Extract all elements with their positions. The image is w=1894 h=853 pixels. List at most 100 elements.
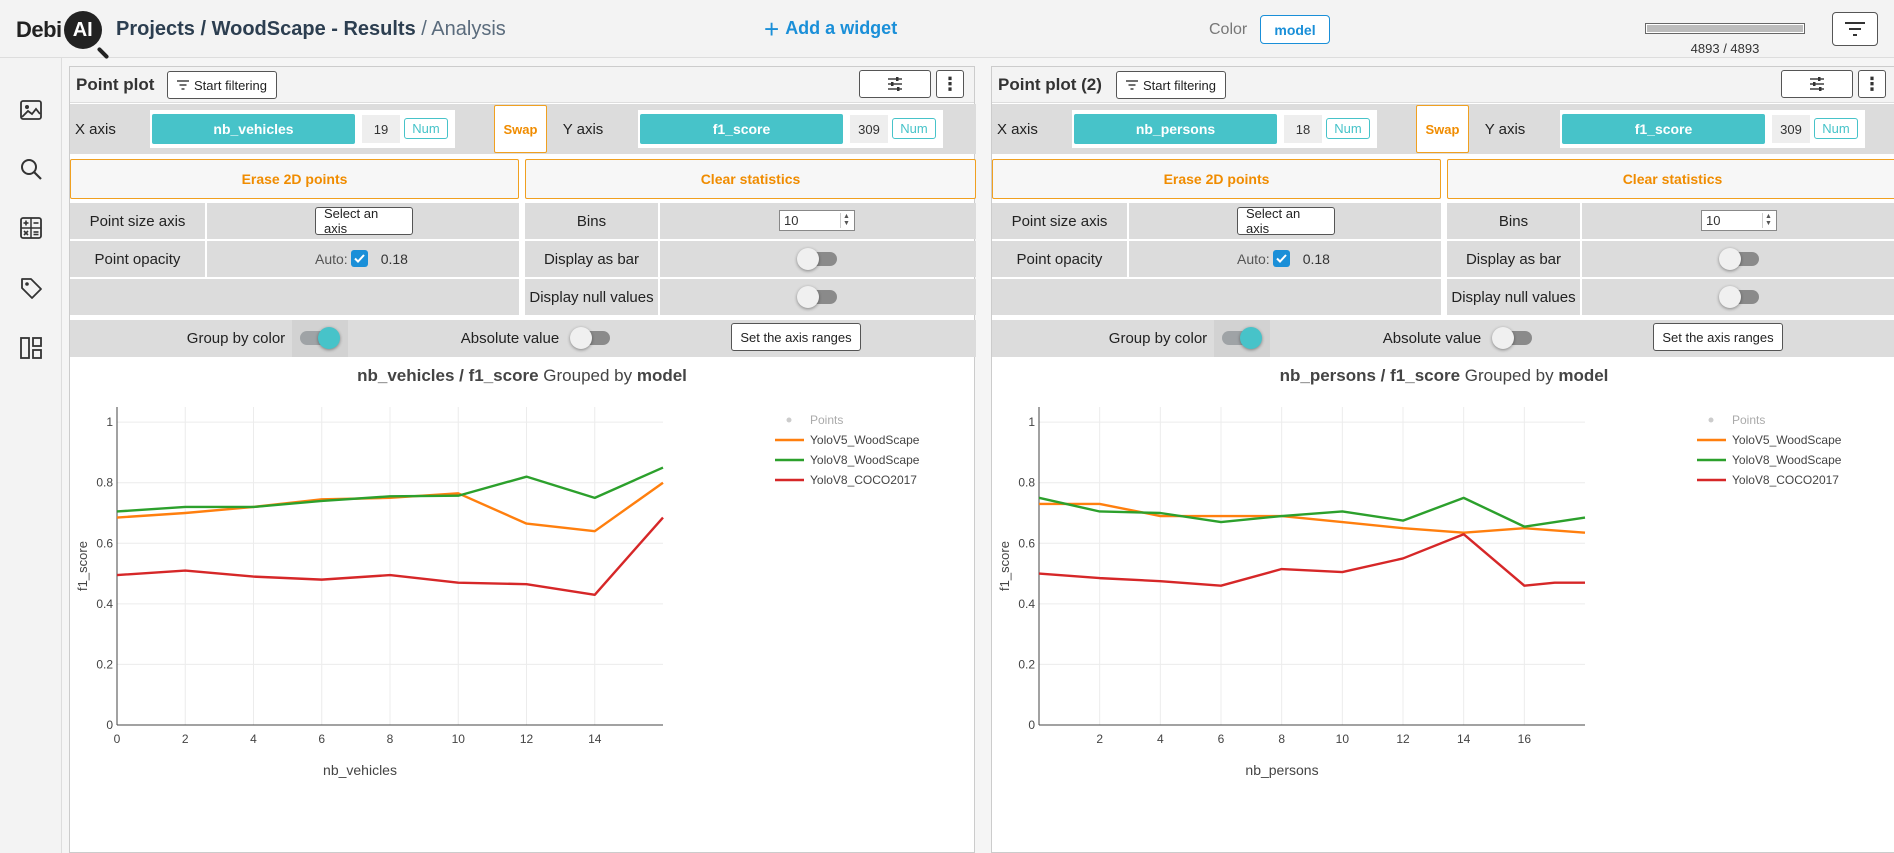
- start-filtering-button[interactable]: Start filtering: [167, 71, 277, 99]
- widget-settings-button[interactable]: [859, 70, 931, 98]
- bins-input[interactable]: 10 ▲ ▼: [1701, 210, 1777, 231]
- series-line-YoloV5_WoodScape[interactable]: [116, 481, 664, 533]
- spinner-icon[interactable]: ▲ ▼: [840, 213, 852, 228]
- select-axis-button[interactable]: Select an axis: [315, 206, 413, 236]
- y-tick-label: 0.2: [1018, 657, 1035, 671]
- group-by-color-toggle[interactable]: [300, 327, 340, 349]
- series-line-YoloV8_COCO2017[interactable]: [1038, 532, 1585, 587]
- chart-title-group: model: [1558, 366, 1609, 385]
- swap-axes-button[interactable]: Swap: [1416, 105, 1469, 153]
- legend-entry[interactable]: YoloV5_WoodScape: [810, 433, 920, 447]
- absolute-value-toggle[interactable]: [1492, 327, 1532, 349]
- y-axis-type-tag[interactable]: Num: [1814, 118, 1858, 139]
- legend-entry[interactable]: YoloV8_WoodScape: [1732, 453, 1842, 467]
- chart-title-x: nb_persons: [1279, 366, 1376, 385]
- x-axis-type-tag[interactable]: Num: [1326, 118, 1370, 139]
- series-line-YoloV8_WoodScape[interactable]: [1038, 496, 1586, 528]
- add-widget-button[interactable]: + Add a widget: [764, 16, 897, 42]
- erase-2d-points-button[interactable]: Erase 2D points: [992, 159, 1441, 199]
- widget-settings-button[interactable]: [1781, 70, 1853, 98]
- legend-points-marker: [786, 417, 792, 423]
- point-opacity-label: Point opacity: [992, 241, 1127, 277]
- empty-setting-cell: [70, 279, 519, 315]
- widget-title: Point plot (2): [998, 75, 1102, 94]
- series-line-YoloV8_COCO2017[interactable]: [116, 516, 664, 596]
- auto-opacity-checkbox[interactable]: [1272, 250, 1290, 267]
- group-by-color-toggle[interactable]: [1222, 327, 1262, 349]
- logo[interactable]: Debi AI: [16, 10, 102, 50]
- bins-label: Bins: [1447, 203, 1580, 239]
- spinner-icon[interactable]: ▲ ▼: [1762, 213, 1774, 228]
- legend-points-label[interactable]: Points: [810, 413, 843, 427]
- widget-menu-button[interactable]: ⋮: [1858, 70, 1886, 98]
- display-null-values-toggle[interactable]: [797, 286, 837, 308]
- x-axis-type-tag[interactable]: Num: [404, 118, 448, 139]
- widget-header[interactable]: Point plot (2) Start filtering ⋮: [992, 67, 1894, 103]
- x-tick-label: 2: [182, 732, 189, 746]
- chart-title-x: nb_vehicles: [357, 366, 455, 385]
- clear-statistics-button[interactable]: Clear statistics: [1447, 159, 1894, 199]
- display-null-values-toggle[interactable]: [1719, 286, 1759, 308]
- sliders-icon: [1810, 77, 1824, 91]
- filter-panel-button[interactable]: [1832, 12, 1878, 46]
- legend-points-marker: [1708, 417, 1714, 423]
- color-selector[interactable]: model: [1260, 15, 1330, 44]
- layout-icon[interactable]: [19, 336, 43, 360]
- set-axis-ranges-button[interactable]: Set the axis ranges: [1653, 323, 1783, 351]
- toggle-knob: [1719, 248, 1741, 270]
- more-vertical-icon: ⋮: [1863, 73, 1881, 94]
- bins-value: 10: [1706, 213, 1721, 228]
- x-tick-label: 14: [588, 732, 602, 746]
- calculator-icon[interactable]: [19, 216, 43, 240]
- check-icon: [1275, 254, 1287, 263]
- image-icon[interactable]: [19, 98, 43, 122]
- logo-text: Debi: [16, 17, 62, 42]
- absolute-value-toggle[interactable]: [570, 327, 610, 349]
- legend-entry[interactable]: YoloV8_COCO2017: [810, 473, 917, 487]
- chart-title-group: model: [636, 366, 687, 385]
- search-icon[interactable]: [19, 157, 43, 181]
- legend-entry[interactable]: YoloV5_WoodScape: [1732, 433, 1842, 447]
- widget-header[interactable]: Point plot Start filtering ⋮: [70, 67, 974, 103]
- clear-statistics-button[interactable]: Clear statistics: [525, 159, 976, 199]
- erase-2d-points-button[interactable]: Erase 2D points: [70, 159, 519, 199]
- line-chart[interactable]: 0 2 4 6 8 10 12 14 0 0.2 0.4 0.6 0.8 1 nb_vehicles f1_s…: [70, 392, 974, 852]
- widget-menu-button[interactable]: ⋮: [936, 70, 964, 98]
- display-as-bar-toggle[interactable]: [797, 248, 837, 270]
- line-chart[interactable]: 2 4 6 8 10 12 14 16 0 0.2 0.4 0.6 0.8 1 nb_persons f1_s…: [992, 392, 1894, 852]
- x-tick-label: 4: [250, 732, 257, 746]
- breadcrumb-separator: /: [415, 18, 432, 40]
- y-axis-column[interactable]: f1_score: [1562, 114, 1765, 144]
- series-line-YoloV8_WoodScape[interactable]: [116, 466, 664, 513]
- legend-entry[interactable]: YoloV8_COCO2017: [1732, 473, 1839, 487]
- series-line-YoloV5_WoodScape[interactable]: [1039, 502, 1586, 534]
- color-label: Color: [1209, 21, 1248, 38]
- breadcrumb-project[interactable]: Projects / WoodScape - Results: [116, 18, 416, 40]
- tag-icon[interactable]: [19, 276, 43, 300]
- filter-lines-icon: [1845, 22, 1865, 36]
- opacity-value: 0.18: [380, 250, 408, 267]
- bins-input[interactable]: 10 ▲ ▼: [779, 210, 855, 231]
- y-axis-count: 309: [1772, 115, 1810, 143]
- filter-lines-icon: [177, 80, 189, 90]
- auto-label: Auto:: [1237, 250, 1270, 267]
- start-filtering-button[interactable]: Start filtering: [1116, 71, 1226, 99]
- swap-axes-button[interactable]: Swap: [494, 105, 547, 153]
- x-axis-column[interactable]: nb_persons: [1074, 114, 1277, 144]
- legend-points-label[interactable]: Points: [1732, 413, 1765, 427]
- display-as-bar-toggle[interactable]: [1719, 248, 1759, 270]
- x-axis-column[interactable]: nb_vehicles: [152, 114, 355, 144]
- opacity-value: 0.18: [1302, 250, 1330, 267]
- x-tick-label: 6: [1218, 732, 1225, 746]
- y-axis-column[interactable]: f1_score: [640, 114, 843, 144]
- auto-opacity-checkbox[interactable]: [350, 250, 368, 267]
- x-tick-label: 10: [452, 732, 466, 746]
- legend-entry[interactable]: YoloV8_WoodScape: [810, 453, 920, 467]
- y-axis-type-tag[interactable]: Num: [892, 118, 936, 139]
- sliders-icon: [888, 77, 902, 91]
- chart-title-grouped: Grouped by: [1460, 366, 1559, 385]
- display-null-values-label: Display null values: [1447, 279, 1580, 315]
- toggle-knob: [797, 286, 819, 308]
- set-axis-ranges-button[interactable]: Set the axis ranges: [731, 323, 861, 351]
- select-axis-button[interactable]: Select an axis: [1237, 206, 1335, 236]
